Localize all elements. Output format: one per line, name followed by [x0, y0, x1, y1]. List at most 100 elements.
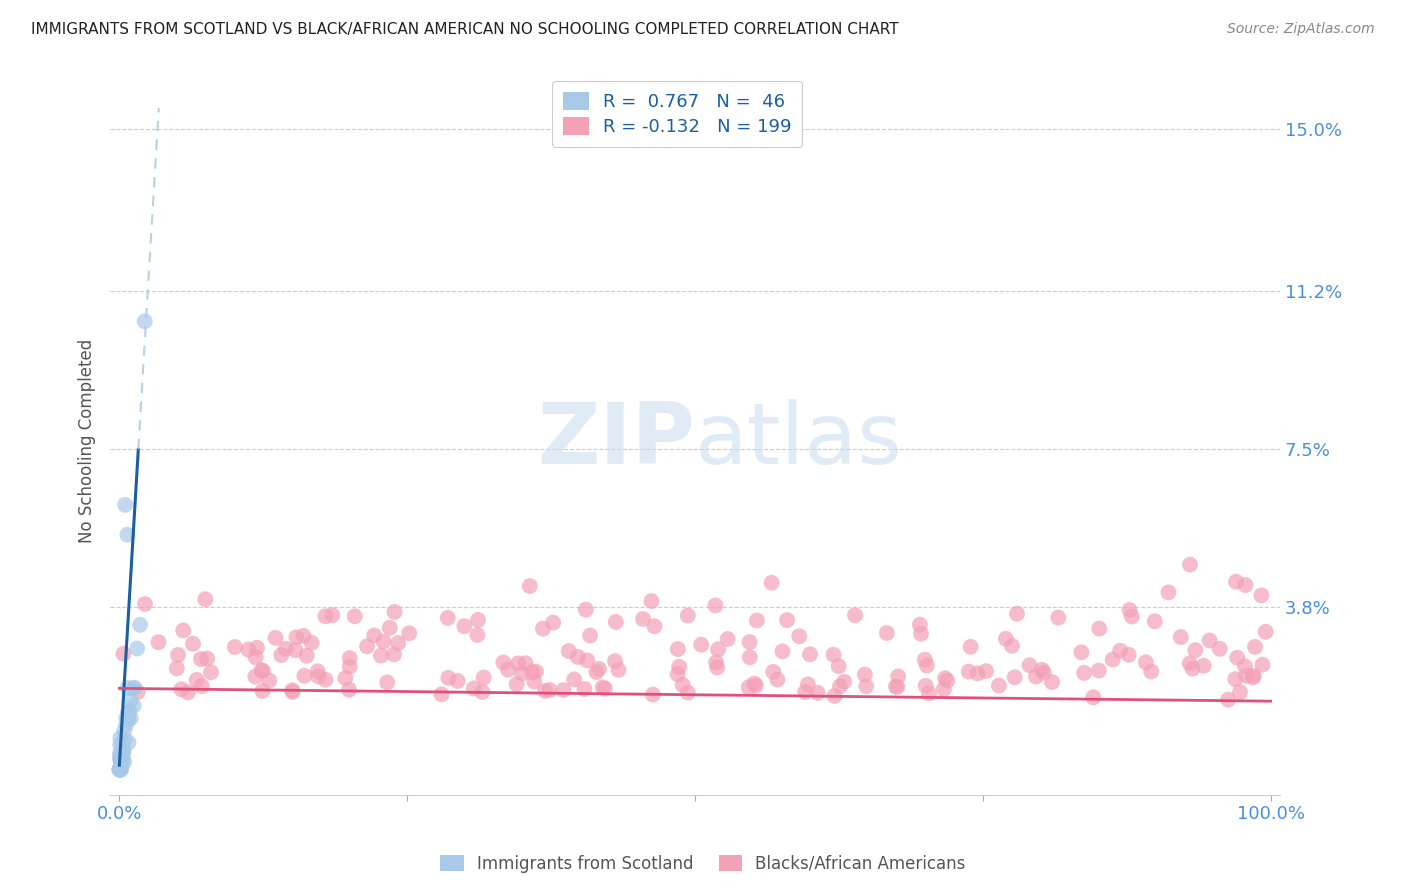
Text: Source: ZipAtlas.com: Source: ZipAtlas.com: [1227, 22, 1375, 37]
Point: [562, 673, 585, 687]
Point: [932, 682, 955, 697]
Point: [110, 753, 132, 767]
Point: [117, 713, 139, 727]
Point: [1118, 648, 1140, 662]
Point: [936, 673, 959, 688]
Point: [631, 612, 654, 626]
Point: [585, 665, 607, 680]
Point: [430, 687, 453, 701]
Point: [886, 680, 908, 694]
Point: [292, 629, 315, 643]
Point: [108, 763, 131, 777]
Point: [934, 671, 956, 685]
Point: [467, 628, 489, 642]
Text: IMMIGRANTS FROM SCOTLAND VS BLACK/AFRICAN AMERICAN NO SCHOOLING COMPLETED CORREL: IMMIGRANTS FROM SCOTLAND VS BLACK/AFRICA…: [31, 22, 898, 37]
Point: [387, 636, 409, 650]
Point: [776, 613, 799, 627]
Point: [579, 628, 602, 642]
Point: [315, 673, 337, 687]
Point: [588, 662, 610, 676]
Point: [437, 671, 460, 685]
Point: [538, 683, 561, 698]
Y-axis label: No Schooling Completed: No Schooling Completed: [79, 339, 96, 543]
Point: [339, 659, 361, 673]
Point: [1025, 670, 1047, 684]
Point: [592, 681, 614, 695]
Point: [321, 608, 343, 623]
Point: [370, 648, 392, 663]
Point: [640, 594, 662, 608]
Point: [110, 758, 132, 772]
Point: [799, 647, 821, 661]
Point: [766, 673, 789, 687]
Point: [339, 651, 361, 665]
Point: [127, 685, 149, 699]
Point: [966, 666, 988, 681]
Point: [134, 597, 156, 611]
Point: [706, 660, 728, 674]
Point: [524, 665, 547, 679]
Point: [252, 684, 274, 698]
Point: [666, 667, 689, 681]
Point: [974, 664, 997, 678]
Point: [382, 648, 405, 662]
Point: [200, 665, 222, 680]
Point: [285, 630, 308, 644]
Point: [744, 676, 766, 690]
Point: [110, 749, 132, 764]
Point: [824, 689, 846, 703]
Point: [918, 686, 941, 700]
Point: [172, 624, 194, 638]
Point: [738, 680, 761, 694]
Point: [707, 642, 730, 657]
Point: [295, 648, 318, 663]
Point: [957, 665, 980, 679]
Point: [314, 609, 336, 624]
Point: [1040, 675, 1063, 690]
Point: [281, 683, 304, 698]
Point: [115, 717, 138, 731]
Point: [467, 613, 489, 627]
Point: [823, 648, 845, 662]
Text: ZIP: ZIP: [537, 400, 695, 483]
Point: [436, 611, 458, 625]
Point: [446, 673, 468, 688]
Point: [292, 669, 315, 683]
Point: [112, 755, 135, 769]
Point: [307, 669, 329, 683]
Point: [246, 640, 269, 655]
Point: [108, 747, 131, 761]
Point: [1181, 662, 1204, 676]
Point: [558, 644, 581, 658]
Point: [257, 673, 280, 688]
Point: [373, 634, 395, 648]
Point: [510, 666, 533, 681]
Point: [519, 579, 541, 593]
Point: [118, 705, 141, 719]
Point: [1101, 652, 1123, 666]
Point: [738, 650, 761, 665]
Point: [166, 661, 188, 675]
Point: [1073, 665, 1095, 680]
Point: [1234, 578, 1257, 592]
Point: [453, 619, 475, 633]
Point: [111, 740, 134, 755]
Point: [110, 755, 132, 769]
Point: [914, 653, 936, 667]
Point: [1018, 658, 1040, 673]
Point: [915, 658, 938, 673]
Point: [111, 754, 134, 768]
Point: [117, 735, 139, 749]
Point: [110, 763, 132, 777]
Point: [195, 651, 218, 665]
Point: [745, 679, 768, 693]
Point: [250, 664, 273, 678]
Point: [523, 674, 546, 689]
Point: [112, 647, 135, 661]
Point: [122, 698, 145, 713]
Point: [853, 667, 876, 681]
Point: [108, 763, 131, 777]
Point: [531, 622, 554, 636]
Point: [1225, 574, 1247, 589]
Point: [356, 640, 378, 654]
